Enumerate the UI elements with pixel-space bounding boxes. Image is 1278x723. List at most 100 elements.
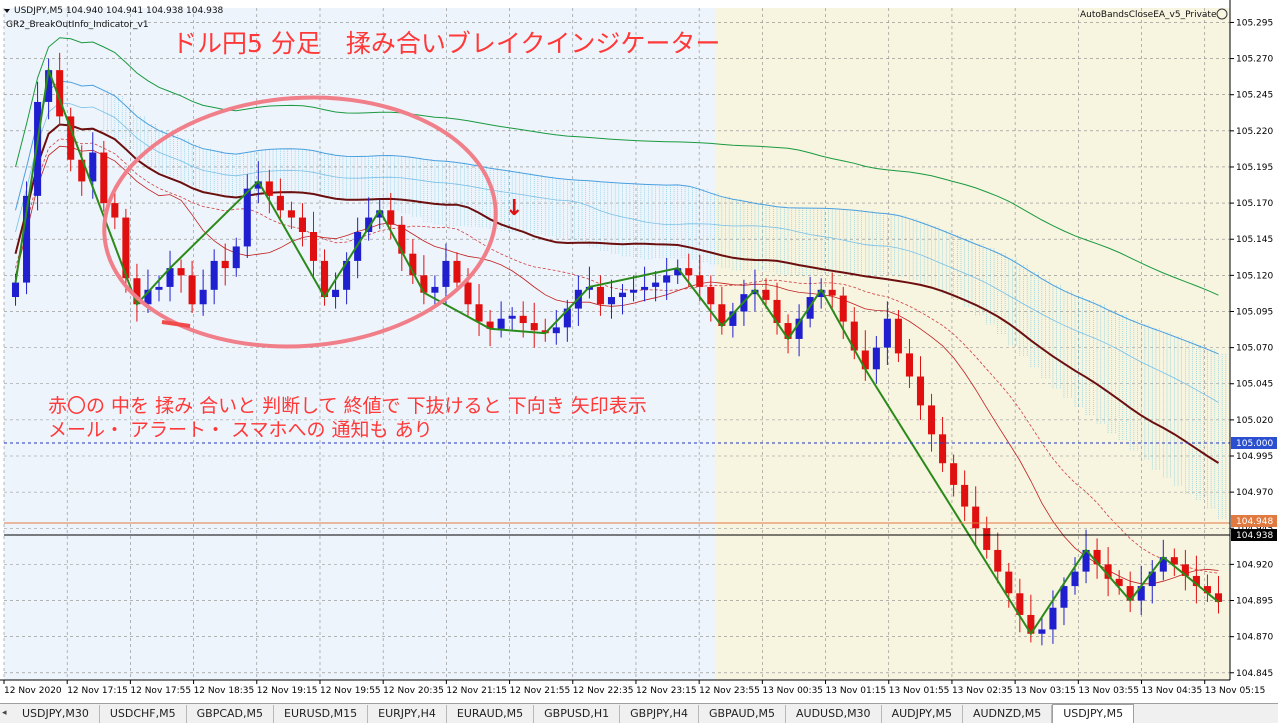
- ma-green-line: [15, 37, 1219, 296]
- time-tick-label: 12 Nov 23:15: [636, 686, 697, 696]
- badge-blue-text: 105.000: [1236, 439, 1273, 449]
- candle-body: [1159, 557, 1167, 572]
- tab-chart[interactable]: AUDNZD,M5: [963, 705, 1053, 723]
- candle-body: [321, 260, 329, 298]
- candle-body: [111, 203, 119, 218]
- night-session-zone: [716, 8, 1230, 680]
- price-tick-label: 105.195: [1236, 163, 1273, 173]
- candle-body: [696, 275, 704, 287]
- candle-body: [100, 152, 108, 204]
- candle-body: [1016, 593, 1024, 615]
- candle-body: [365, 217, 373, 232]
- annotation-line-1: 赤〇の 中を 揉み 合いと 判断して 終値で 下抜けると 下向き 矢印表示: [48, 395, 647, 417]
- tab-chart[interactable]: USDJPY,M30: [12, 705, 100, 723]
- candle-body: [928, 405, 936, 435]
- candle-body: [332, 289, 340, 298]
- candle-body: [828, 289, 836, 296]
- candle-body: [994, 549, 1002, 572]
- candle-body: [1027, 614, 1035, 634]
- candle-body: [530, 323, 538, 331]
- time-tick-label: 12 Nov 22:35: [573, 686, 634, 696]
- ma-blue-line: [15, 80, 1219, 355]
- candle-body: [11, 282, 20, 298]
- price-chart[interactable]: ↓ ドル円5 分足 揉み合いブレイクインジケーター 赤〇の 中を 揉み 合いと …: [0, 0, 1278, 703]
- candle-body: [961, 484, 969, 507]
- candle-body: [56, 70, 64, 117]
- ea-smiley-icon[interactable]: [1216, 8, 1228, 20]
- candle-body: [177, 268, 185, 276]
- candle-body: [144, 289, 152, 305]
- time-tick-label: 12 Nov 2020: [4, 686, 62, 696]
- badge-blue: [1231, 437, 1277, 449]
- candle-body: [1049, 607, 1057, 630]
- candle-body: [1214, 593, 1223, 602]
- candle-body: [883, 318, 891, 348]
- circle-tail: [161, 320, 191, 328]
- tab-chart[interactable]: GBPAUD,M5: [699, 705, 787, 723]
- candle-body: [563, 308, 571, 328]
- time-tick-label: 13 Nov 00:35: [762, 686, 823, 696]
- price-tick-label: 105.070: [1236, 344, 1273, 354]
- price-tick-label: 104.970: [1236, 488, 1273, 498]
- collapse-triangle-icon[interactable]: [4, 9, 10, 13]
- time-tick-label: 12 Nov 19:15: [257, 686, 318, 696]
- ma-mid-line: [15, 145, 1219, 585]
- candle-body: [972, 506, 980, 529]
- price-tick-label: 105.220: [1236, 127, 1273, 137]
- candle-body: [861, 350, 869, 370]
- grid-lines: [3, 8, 1230, 680]
- tab-chart[interactable]: AUDJPY,M5: [882, 705, 963, 723]
- ma-lightblue-line: [15, 102, 1219, 403]
- tab-chart[interactable]: EURAUD,M5: [447, 705, 535, 723]
- candle-body: [618, 292, 627, 298]
- tab-chart[interactable]: EURJPY,H4: [368, 705, 447, 723]
- candle-body: [1192, 575, 1200, 587]
- candle-body: [133, 278, 141, 305]
- candle-body: [155, 286, 163, 290]
- moving-averages: [14, 37, 1220, 585]
- candle-body: [210, 260, 218, 290]
- candle-body: [1005, 571, 1013, 594]
- candle-body: [221, 260, 229, 269]
- candle-body: [166, 268, 174, 287]
- candle-body: [254, 181, 262, 189]
- candle-body: [784, 323, 792, 339]
- candle-body: [872, 347, 880, 370]
- candle-body: [1104, 564, 1112, 579]
- tab-chart[interactable]: USDJPY,M5: [1052, 704, 1135, 723]
- candle-body: [276, 195, 284, 211]
- time-tick-label: 13 Nov 03:15: [1015, 686, 1076, 696]
- badge-dark: [1231, 529, 1277, 541]
- price-tick-label: 104.845: [1236, 669, 1273, 679]
- candle-body: [376, 210, 384, 218]
- tab-chart[interactable]: USDCHF,M5: [100, 705, 187, 723]
- candle-body: [78, 159, 86, 182]
- candle-body: [1038, 629, 1046, 634]
- candle-body: [464, 282, 472, 305]
- tab-chart[interactable]: AUDUSD,M30: [786, 705, 882, 723]
- candle-body: [817, 289, 825, 298]
- candle-body: [243, 188, 251, 247]
- tab-chart[interactable]: EURUSD,M15: [274, 705, 369, 723]
- badge-dark-text: 104.938: [1236, 531, 1273, 541]
- candle-body: [1082, 549, 1090, 572]
- time-tick-label: 12 Nov 21:55: [510, 686, 571, 696]
- candle-body: [508, 315, 516, 319]
- candle-body: [1071, 571, 1079, 587]
- tab-scroll-icon[interactable]: ◂: [2, 708, 7, 718]
- tab-chart[interactable]: GBPJPY,H4: [620, 705, 699, 723]
- chart-title-overlay: ドル円5 分足 揉み合いブレイクインジケーター: [172, 29, 720, 58]
- candle-body: [905, 353, 913, 377]
- tab-chart[interactable]: GBPUSD,H1: [534, 705, 621, 723]
- candle-body: [343, 260, 351, 290]
- time-tick-label: 13 Nov 02:35: [952, 686, 1013, 696]
- annotation-line-2: メール・ アラート・ スマホへの 通知も あり: [48, 419, 433, 441]
- candle-body: [718, 304, 726, 326]
- price-tick-label: 105.145: [1236, 235, 1273, 245]
- symbol-info: USDJPY,M5 104.940 104.941 104.938 104.93…: [14, 6, 224, 16]
- badge-orange-text: 104.948: [1236, 517, 1273, 527]
- candles: [11, 52, 1223, 646]
- candle-body: [409, 253, 417, 276]
- tab-chart[interactable]: GBPCAD,M5: [187, 705, 274, 723]
